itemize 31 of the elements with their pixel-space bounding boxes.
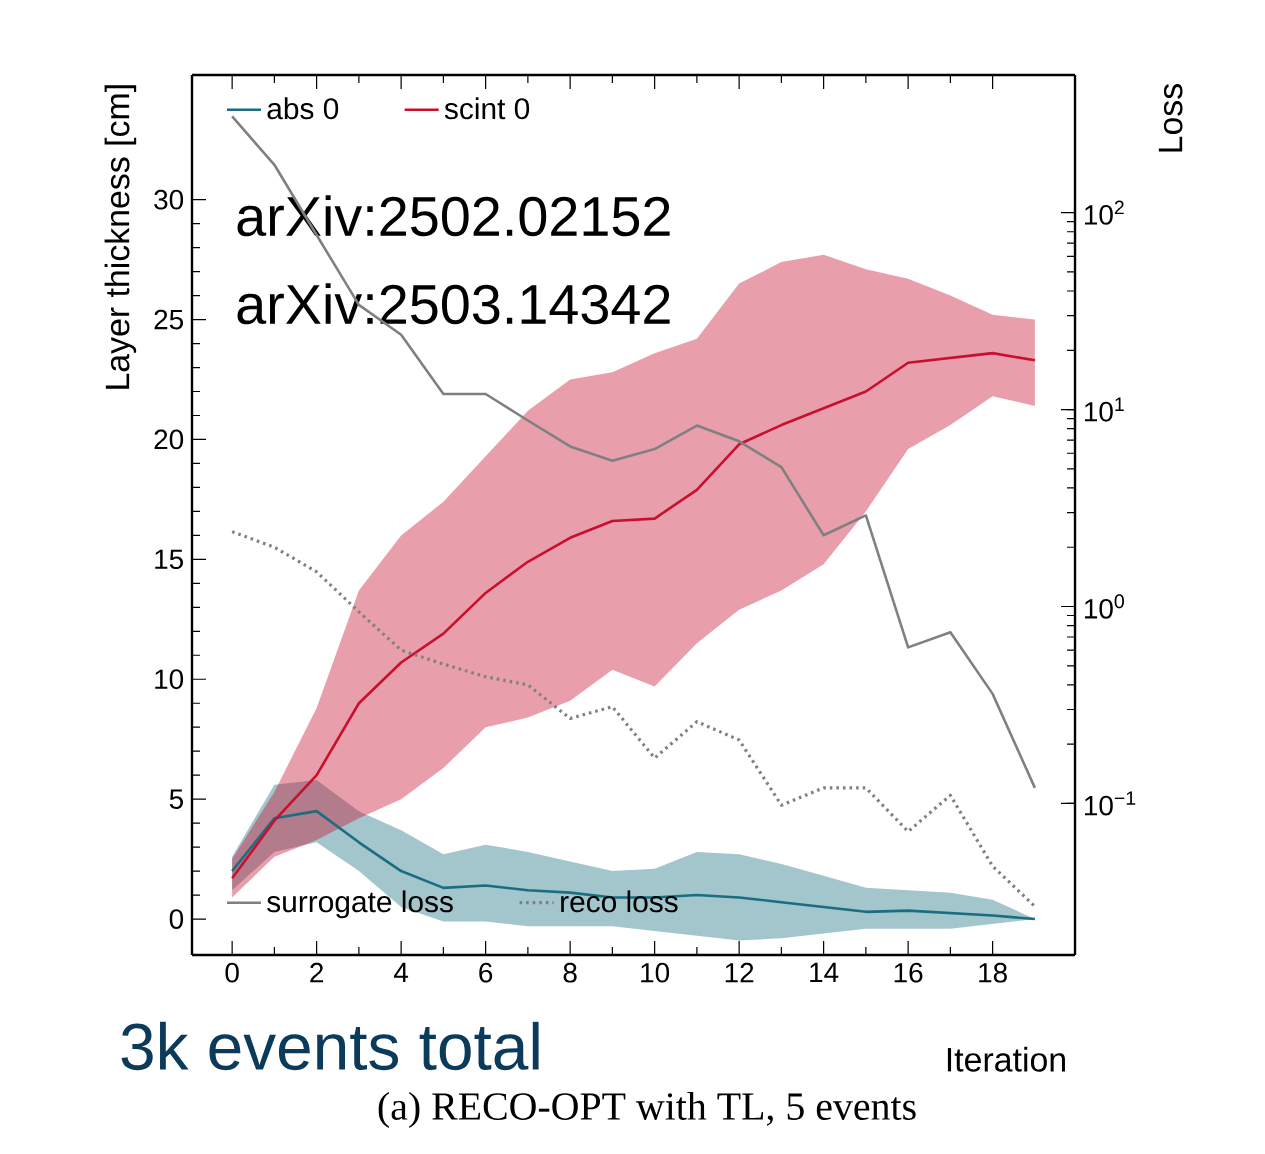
y2-tick-label: 10$^{0}$ bbox=[1084, 594, 1124, 619]
legend-label: scint 0 bbox=[444, 97, 530, 120]
x-tick-label: 16 bbox=[894, 962, 923, 983]
y-tick-label: 15 bbox=[155, 549, 183, 570]
y-tick-label: 30 bbox=[154, 189, 184, 210]
y2-tick-label: 10$^{1}$ bbox=[1084, 397, 1124, 422]
y2-axis-title: Loss bbox=[1158, 84, 1183, 152]
x-tick-label: 10 bbox=[641, 962, 670, 983]
legend-label: surrogate loss bbox=[267, 890, 453, 919]
text: 3k events total bbox=[121, 1021, 539, 1071]
x-tick-label: 8 bbox=[563, 962, 577, 983]
text: (a) RECO-OPT with TL, 5 events bbox=[378, 1091, 916, 1129]
x-tick-label: 0 bbox=[225, 962, 239, 983]
y-tick-label: 10 bbox=[155, 669, 184, 690]
y-tick-label: 20 bbox=[154, 429, 184, 450]
x-tick-label: 12 bbox=[725, 962, 754, 983]
x-axis-title: Iteration bbox=[947, 1046, 1065, 1072]
x-tick-label: 4 bbox=[394, 962, 409, 983]
y2-tick-label: 10$^{2}$ bbox=[1084, 200, 1124, 225]
legend-label: abs 0 bbox=[267, 97, 339, 120]
annotation: arXiv:2502.02152 bbox=[237, 195, 670, 237]
y2-tick-label: 10$^{−1}$ bbox=[1084, 791, 1136, 816]
x-tick-label: 6 bbox=[479, 962, 493, 983]
y-axis-title: Layer thickness [cm] bbox=[104, 85, 137, 389]
y-tick-label: 0 bbox=[169, 909, 184, 929]
y-tick-label: 25 bbox=[154, 309, 183, 330]
x-tick-label: 18 bbox=[979, 962, 1007, 983]
annotation: arXiv:2503.14342 bbox=[237, 283, 670, 325]
x-tick-label: 2 bbox=[310, 962, 324, 983]
x-tick-label: 14 bbox=[810, 962, 839, 983]
y-tick-label: 5 bbox=[169, 789, 183, 809]
